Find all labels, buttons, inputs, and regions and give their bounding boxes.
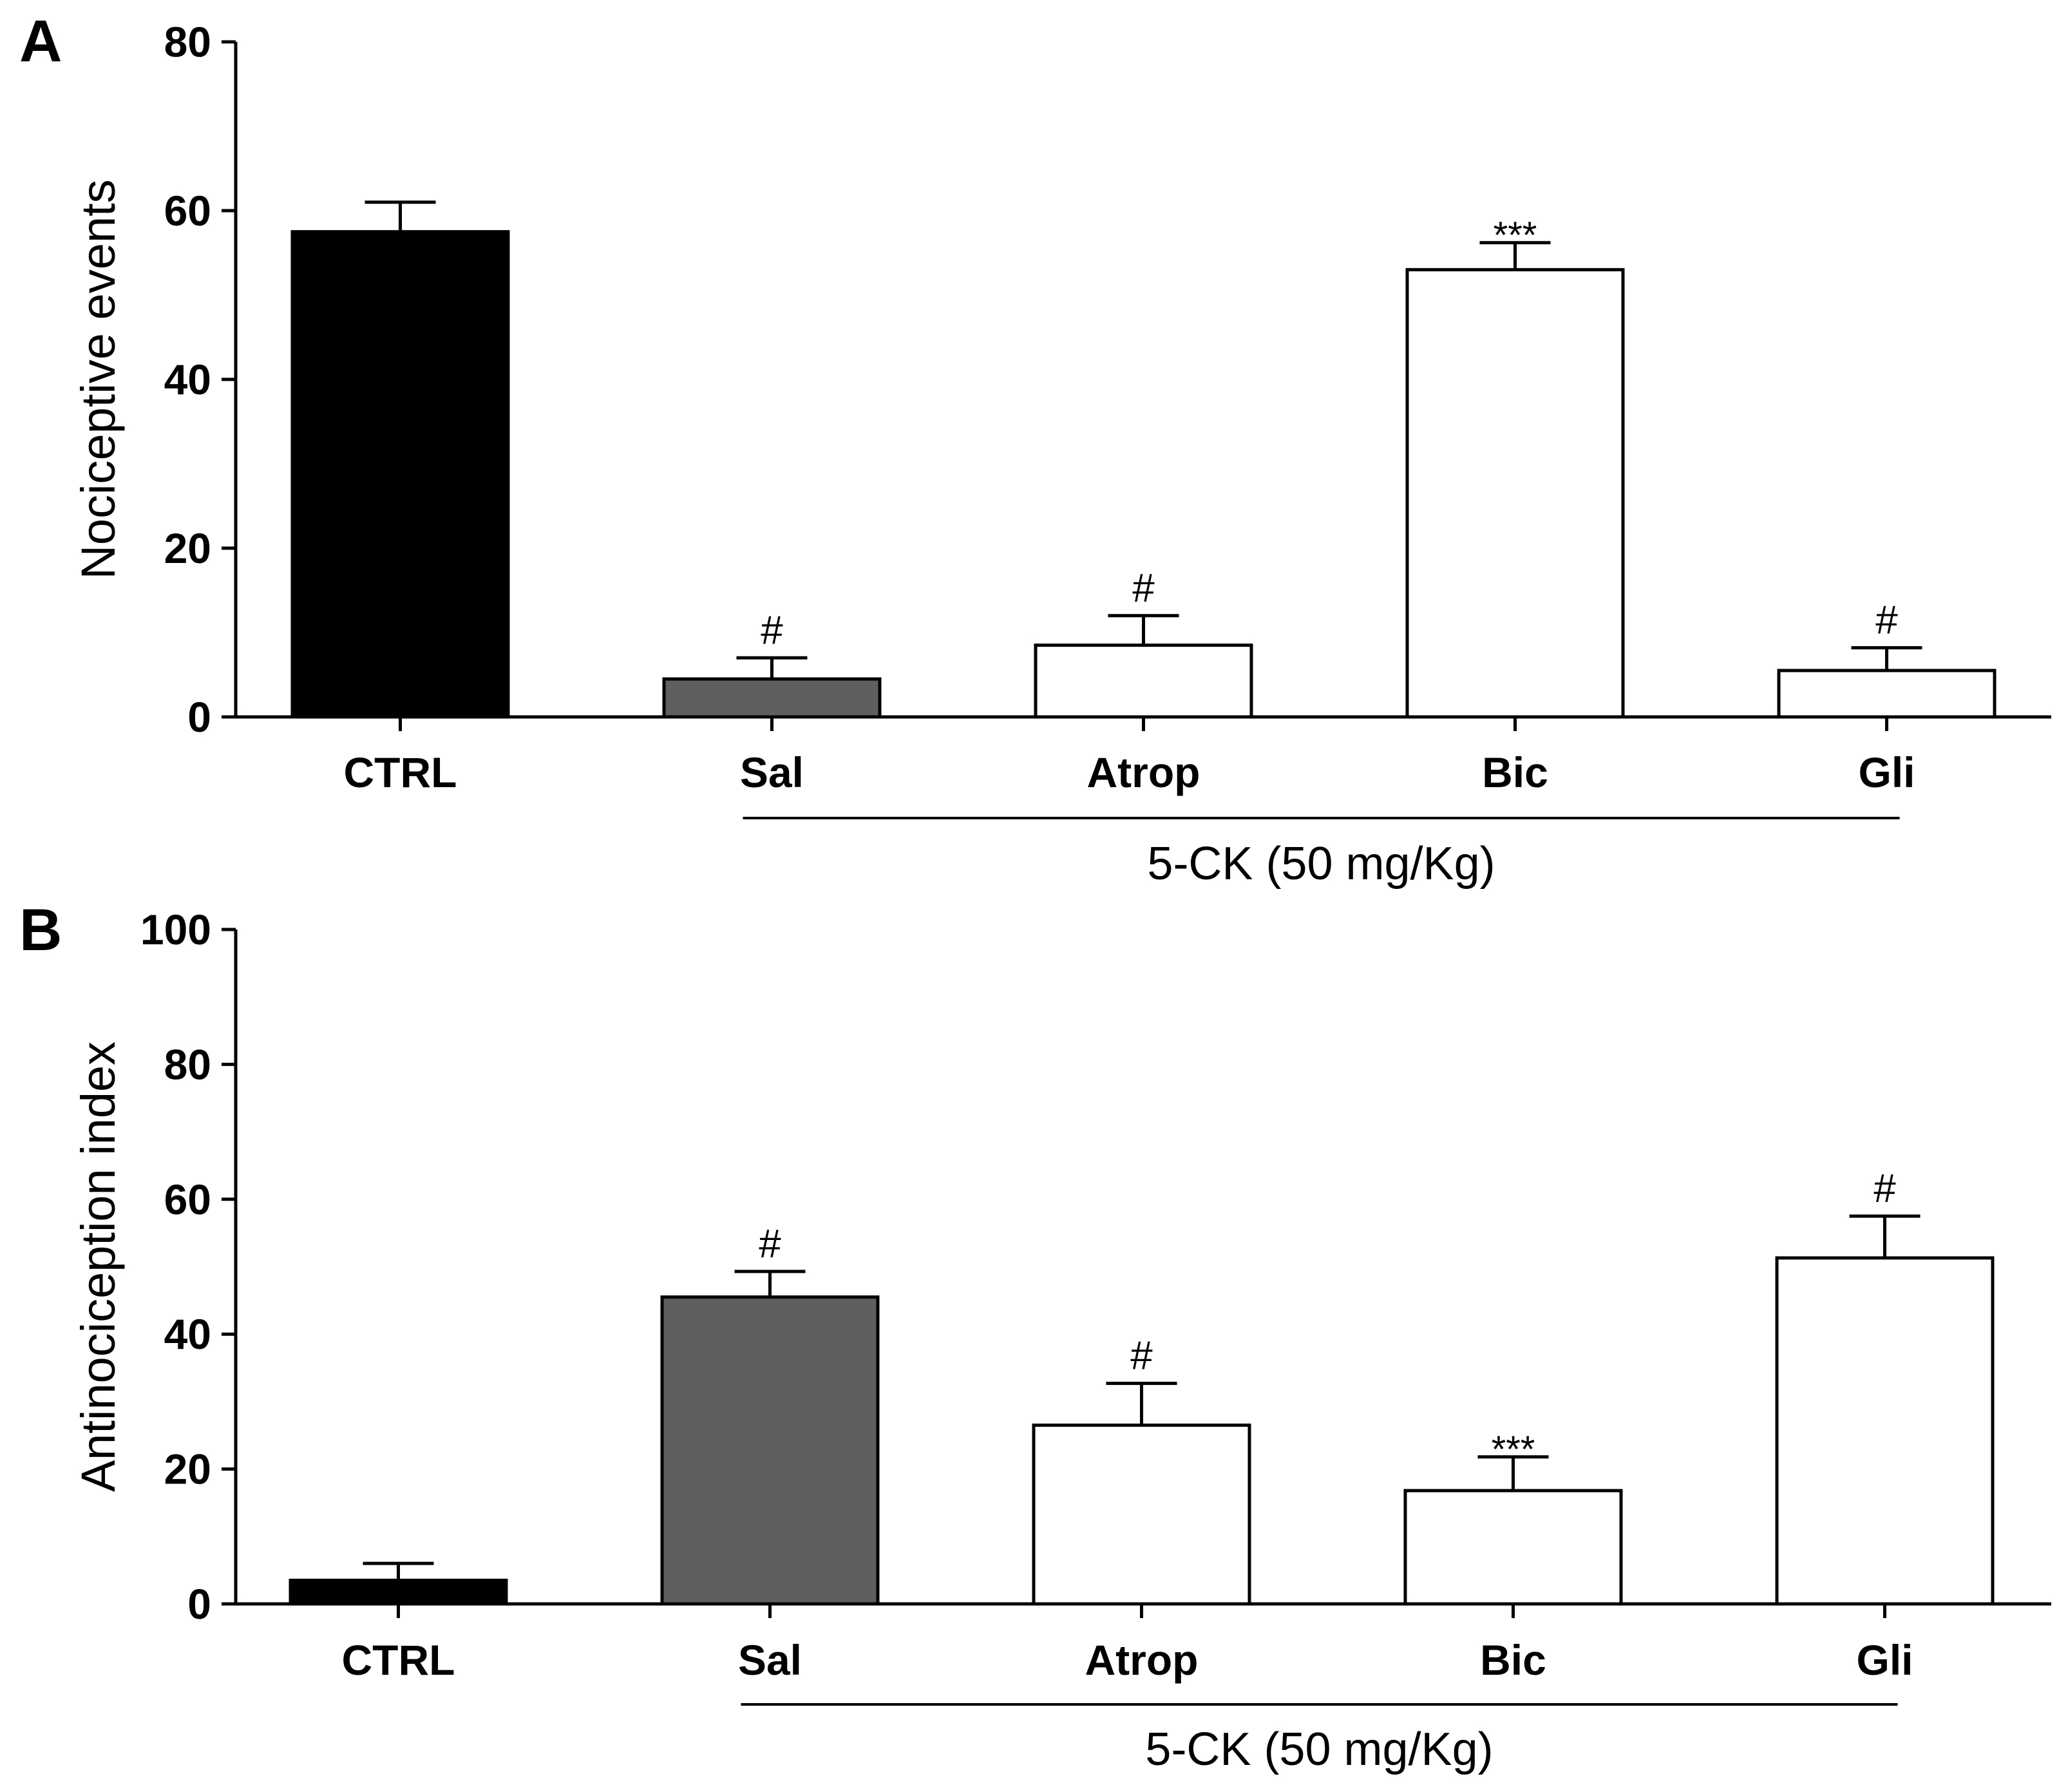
y-tick-label: 0 (187, 693, 211, 741)
x-tick-label: Bic (1480, 1636, 1546, 1684)
panel-b-chart: B 0 20 40 60 80 100 Antinociception index CTRL Sa… (19, 897, 2051, 1775)
y-tick-label: 100 (140, 906, 211, 953)
x-tick-label: Gli (1858, 748, 1915, 796)
y-tick-label: 80 (164, 18, 211, 66)
significance-label: # (1874, 1167, 1896, 1211)
significance-label: *** (1494, 214, 1537, 256)
y-tick-label: 20 (164, 1445, 211, 1493)
panel-letter: B (19, 897, 62, 963)
group-label: 5-CK (50 mg/Kg) (1145, 1724, 1493, 1775)
x-tick-label: Atrop (1087, 748, 1200, 796)
bar-gli (1775, 1256, 1995, 1606)
group-label: 5-CK (50 mg/Kg) (1147, 838, 1495, 890)
y-tick-label: 0 (187, 1580, 211, 1628)
bar-sal (662, 677, 882, 719)
significance-label: # (1875, 598, 1898, 643)
x-tick-label: CTRL (344, 748, 457, 796)
x-tick-label: Gli (1856, 1636, 1913, 1684)
significance-label: # (1132, 566, 1155, 611)
significance-label: # (759, 1222, 781, 1266)
x-tick-label: Sal (738, 1636, 802, 1684)
bar-bic (1403, 1489, 1623, 1606)
y-tick-label: 60 (164, 1176, 211, 1223)
y-axis-title: Antinociception index (71, 1042, 125, 1492)
bar-bic (1405, 268, 1625, 719)
significance-label: # (1130, 1334, 1153, 1378)
y-tick-label: 80 (164, 1040, 211, 1088)
y-axis-title: Nociceptive events (71, 179, 125, 579)
y-tick-label: 40 (164, 1310, 211, 1358)
panel-a-chart: A 0 20 40 60 80 Nociceptive events CTRL Sal # Atro… (19, 8, 2051, 890)
x-tick-label: CTRL (342, 1636, 455, 1684)
bar-ctrl (289, 1578, 508, 1606)
bar-ctrl (290, 230, 510, 719)
significance-label: *** (1492, 1429, 1535, 1471)
panel-letter: A (19, 8, 62, 74)
significance-label: # (761, 608, 783, 653)
bar-atrop (1034, 643, 1253, 719)
bar-gli (1777, 669, 1997, 719)
y-tick-label: 20 (164, 524, 211, 572)
bar-atrop (1032, 1424, 1251, 1606)
x-tick-label: Atrop (1085, 1636, 1199, 1684)
x-tick-label: Bic (1482, 748, 1548, 796)
x-tick-label: Sal (740, 748, 804, 796)
y-tick-label: 40 (164, 356, 211, 403)
bar-sal (660, 1295, 880, 1606)
y-tick-label: 60 (164, 187, 211, 234)
